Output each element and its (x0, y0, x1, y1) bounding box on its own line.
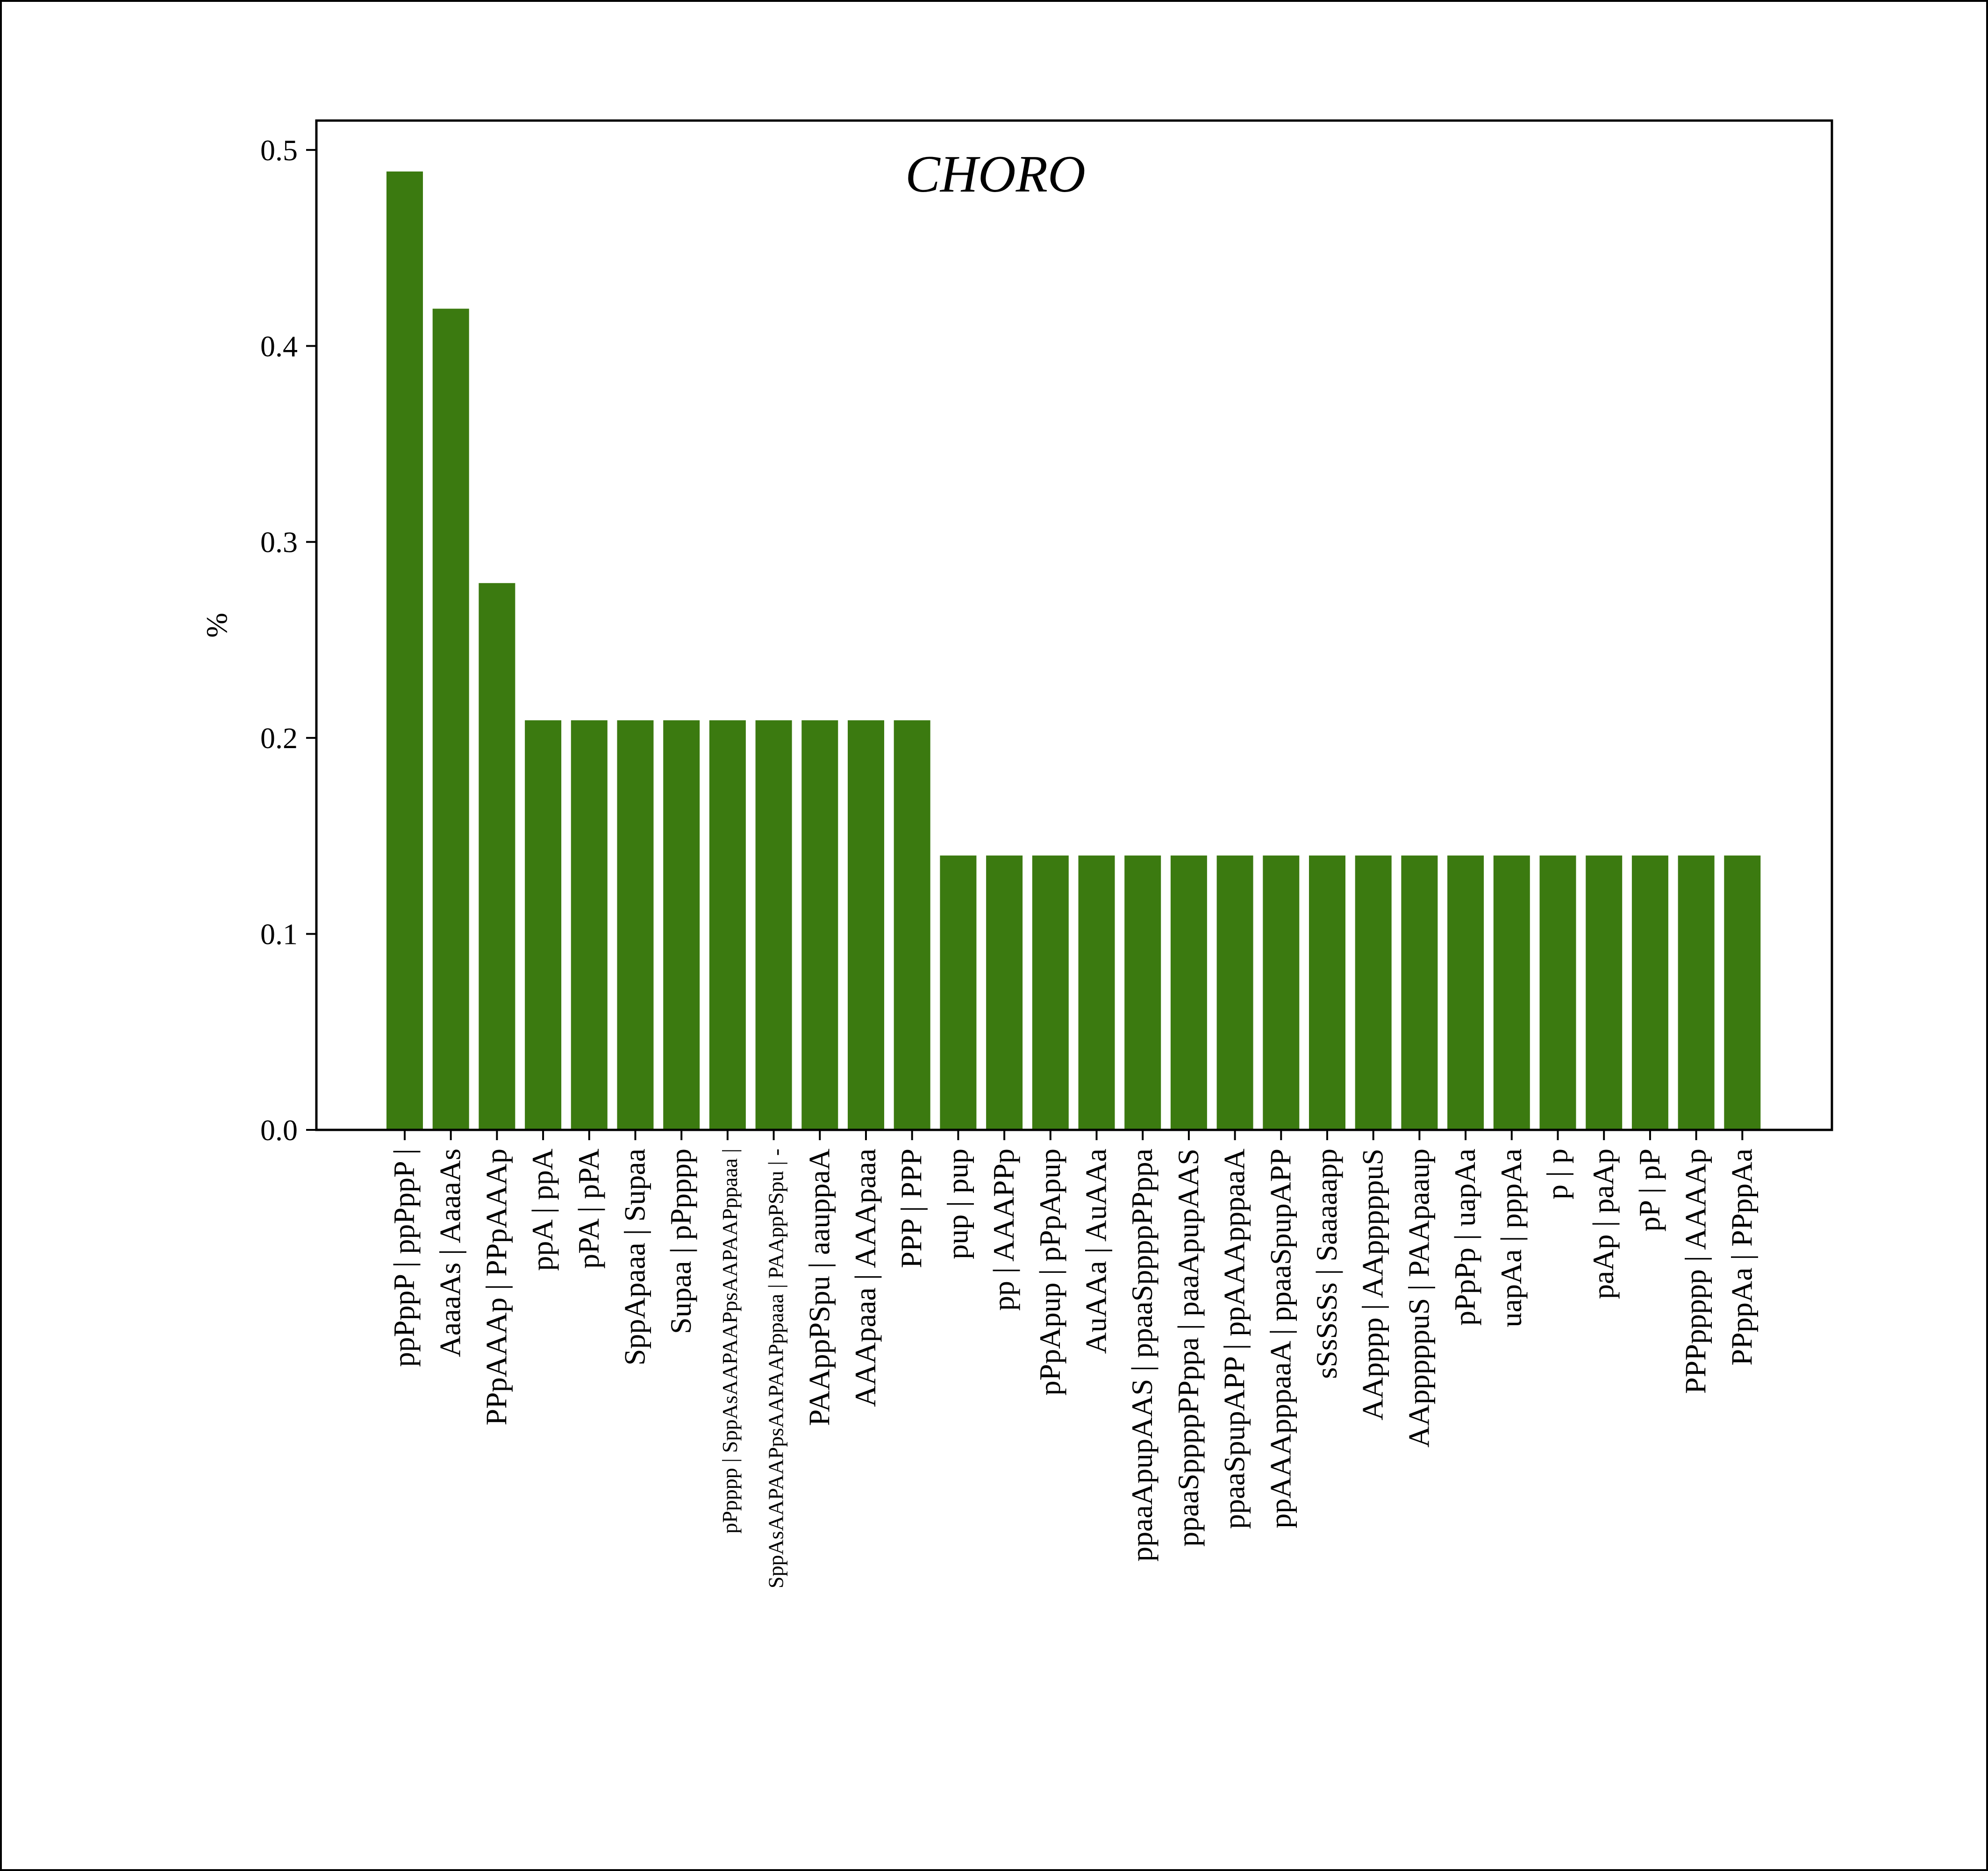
x-tick-label: ppaaSppppPPppa | paaApupAAS (1172, 1149, 1205, 1547)
bar (940, 855, 977, 1130)
bar (1724, 855, 1761, 1130)
x-tick-label: AuAAa | AuAAa (1080, 1149, 1113, 1354)
x-tick-label: SppAsAAPAAPpsAAPAAPppaaa | PAAppPSpu | - (764, 1149, 788, 1588)
bar (755, 720, 792, 1130)
bar (1032, 855, 1069, 1130)
bar (709, 720, 746, 1130)
bar (848, 720, 884, 1130)
y-tick-label: 0.4 (260, 329, 298, 363)
x-tick-label: paAp | paAp (1587, 1149, 1620, 1299)
x-tick-label: PAAppPSpu | aauppaA (802, 1149, 836, 1426)
x-tick-label: sSsSsSs | Saaaaapp (1310, 1149, 1343, 1379)
x-tick-label: PPpAAAp | PPpAAAp (479, 1149, 513, 1426)
x-tick-label: ppA | ppA (526, 1149, 559, 1271)
bar (1493, 855, 1530, 1130)
bar (1401, 855, 1438, 1130)
plot-area-frame (315, 119, 1833, 1131)
x-tick-label: uapAa | pppAa (1495, 1149, 1528, 1327)
bar (525, 720, 562, 1130)
bar (1355, 855, 1392, 1130)
bars-layer (386, 171, 1761, 1130)
bar (1216, 855, 1253, 1130)
bar (986, 855, 1023, 1130)
y-tick-label: 0.1 (260, 918, 298, 951)
bar (432, 308, 469, 1130)
bar (617, 720, 654, 1130)
bar (663, 720, 700, 1130)
y-axis: 0.0 0.1 0.2 0.3 0.4 0.5 (260, 134, 316, 1147)
x-tick-label: ppAAApppaaA | ppaaSpupAPP (1264, 1149, 1297, 1528)
bar (571, 720, 608, 1130)
x-tick-label: ppaaSpupAPP | ppAAApppaaA (1218, 1149, 1251, 1529)
x-axis: ppPppP | ppPppP | AaaaAs | AaaaAs PPpAAAp … (387, 1130, 1758, 1588)
x-tick-label: pPpppp | SppAsAAPAAPpsAAPAAPppaaa | (718, 1149, 742, 1534)
x-tick-label: pP | pP (1633, 1149, 1666, 1232)
bar (479, 583, 515, 1130)
x-tick-label: ppPppP | ppPppP | (387, 1149, 421, 1367)
y-tick-label: 0.3 (260, 526, 298, 559)
x-tick-label: PPPppppp | AAAAp (1679, 1149, 1712, 1394)
x-tick-label: AApppppuS | PAApaaup (1402, 1149, 1435, 1448)
x-tick-label: pPpApup | pPpApup (1033, 1149, 1066, 1395)
x-tick-label: AApppp | AApppppuS (1356, 1149, 1389, 1421)
x-tick-label: pup | pup (941, 1149, 974, 1259)
x-tick-label: pp | AAAPPp (987, 1149, 1020, 1311)
bar (1631, 855, 1668, 1130)
x-tick-label: SppApaaa | Supaa (618, 1149, 651, 1365)
y-tick-label: 0.0 (260, 1114, 298, 1147)
x-tick-label: Supaa | pPpppp (664, 1149, 697, 1334)
y-tick-label: 0.2 (260, 721, 298, 755)
y-axis-label: % (200, 613, 233, 637)
bar (1309, 855, 1345, 1130)
y-tick-label: 0.5 (260, 134, 298, 167)
x-tick-label: pPA | pPA (572, 1149, 605, 1269)
x-tick-label: AAApaaa | AAApaaa (849, 1149, 882, 1407)
bar (1539, 855, 1576, 1130)
bar (1124, 855, 1161, 1130)
bar (1586, 855, 1623, 1130)
bar (1678, 855, 1715, 1130)
x-tick-label: ppaaApupAAS | ppaaSppppPPppa (1125, 1149, 1158, 1562)
x-tick-label: pPpPp | uapAa (1448, 1149, 1481, 1326)
x-tick-label: PPP | PPP (895, 1149, 928, 1268)
x-tick-label: PPppAa | PPppAa (1725, 1149, 1758, 1365)
bar (386, 171, 423, 1130)
bar (1447, 855, 1484, 1130)
bar (894, 720, 930, 1130)
chart-title: CHORO (905, 145, 1086, 203)
bar (801, 720, 838, 1130)
bar (1263, 855, 1300, 1130)
x-tick-label: p | p (1541, 1149, 1574, 1200)
bar (1170, 855, 1207, 1130)
x-tick-label: AaaaAs | AaaaAs (434, 1149, 467, 1357)
bar (1078, 855, 1115, 1130)
